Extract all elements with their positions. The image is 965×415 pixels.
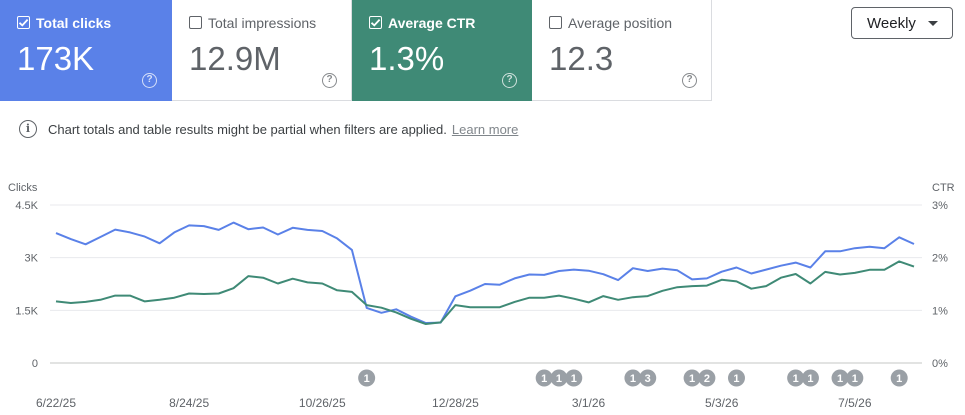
- metric-card-label: Total impressions: [208, 15, 317, 31]
- help-icon[interactable]: ?: [682, 73, 697, 88]
- period-select[interactable]: Weekly: [851, 7, 953, 39]
- notice-text: Chart totals and table results might be …: [48, 121, 447, 137]
- x-tick-label: 5/3/26: [705, 396, 739, 410]
- left-tick-label: 0: [32, 358, 38, 370]
- annotation-marker: [535, 369, 553, 387]
- checkbox-unchecked-icon[interactable]: [189, 16, 202, 29]
- annotation-marker: [846, 369, 864, 387]
- metric-card-total-impressions[interactable]: Total impressions 12.9M ?: [172, 0, 352, 101]
- annotation-count: 1: [793, 373, 799, 385]
- annotation-count: 1: [541, 373, 547, 385]
- metric-card-average-position[interactable]: Average position 12.3 ?: [532, 0, 712, 101]
- ctr-series-line: [55, 260, 915, 325]
- learn-more-link[interactable]: Learn more: [451, 121, 519, 137]
- checkbox-unchecked-icon[interactable]: [549, 16, 562, 29]
- right-tick-label: 3%: [932, 200, 948, 212]
- metric-card-value: 12.9M: [189, 40, 281, 77]
- annotation-count: 2: [704, 373, 710, 385]
- metric-card-value: 12.3: [549, 40, 614, 77]
- annotation-marker: [565, 369, 583, 387]
- annotation-marker: [890, 369, 908, 387]
- right-axis-title: CTR: [932, 182, 955, 194]
- metric-cards: Total clicks 173K ? Total impressions 12…: [0, 0, 712, 101]
- period-select-value: Weekly: [867, 14, 916, 32]
- annotation-marker: [787, 369, 805, 387]
- metric-card-average-ctr[interactable]: Average CTR 1.3% ?: [352, 0, 532, 101]
- annotation-marker: [801, 369, 819, 387]
- partial-data-notice: i Chart totals and table results might b…: [19, 119, 518, 139]
- x-tick-label: 7/5/26: [838, 396, 872, 410]
- annotation-count: 1: [364, 373, 370, 385]
- info-icon: i: [19, 120, 37, 138]
- x-tick-label: 10/26/25: [299, 396, 346, 410]
- x-tick-label: 6/22/25: [36, 396, 76, 410]
- left-axis-title: Clicks: [8, 182, 38, 194]
- annotation-count: 1: [556, 373, 562, 385]
- help-icon[interactable]: ?: [322, 73, 337, 88]
- left-tick-label: 1.5K: [15, 305, 38, 317]
- metric-card-total-clicks[interactable]: Total clicks 173K ?: [0, 0, 172, 101]
- annotation-count: 1: [837, 373, 843, 385]
- x-tick-label: 3/1/26: [572, 396, 606, 410]
- annotation-marker: [358, 369, 376, 387]
- annotation-marker: [727, 369, 745, 387]
- annotation-marker: [624, 369, 642, 387]
- annotation-marker: [831, 369, 849, 387]
- right-tick-label: 0%: [932, 358, 948, 370]
- x-tick-label: 12/28/25: [432, 396, 479, 410]
- right-tick-label: 1%: [932, 305, 948, 317]
- left-tick-label: 3K: [25, 253, 39, 265]
- annotation-marker: [683, 369, 701, 387]
- annotation-count: 1: [852, 373, 858, 385]
- annotation-marker: [639, 369, 657, 387]
- annotation-count: 1: [630, 373, 636, 385]
- annotation-count: 1: [571, 373, 577, 385]
- metric-card-value: 1.3%: [369, 40, 445, 77]
- help-icon[interactable]: ?: [142, 73, 157, 88]
- annotation-count: 3: [645, 373, 651, 385]
- metric-card-value: 173K: [17, 40, 95, 77]
- dropdown-caret-icon: [928, 21, 938, 26]
- right-tick-label: 2%: [932, 253, 948, 265]
- annotation-count: 1: [896, 373, 902, 385]
- annotation-count: 1: [733, 373, 739, 385]
- annotation-marker: [698, 369, 716, 387]
- x-tick-label: 8/24/25: [169, 396, 209, 410]
- annotation-marker: [550, 369, 568, 387]
- metric-card-label: Average CTR: [388, 15, 476, 31]
- clicks-series-line: [55, 221, 915, 324]
- checkbox-checked-icon[interactable]: [17, 16, 30, 29]
- left-tick-label: 4.5K: [15, 200, 38, 212]
- help-icon[interactable]: ?: [502, 73, 517, 88]
- metric-card-label: Total clicks: [36, 15, 112, 31]
- metric-card-label: Average position: [568, 15, 673, 31]
- annotation-count: 1: [689, 373, 695, 385]
- annotation-count: 1: [807, 373, 813, 385]
- checkbox-checked-icon[interactable]: [369, 16, 382, 29]
